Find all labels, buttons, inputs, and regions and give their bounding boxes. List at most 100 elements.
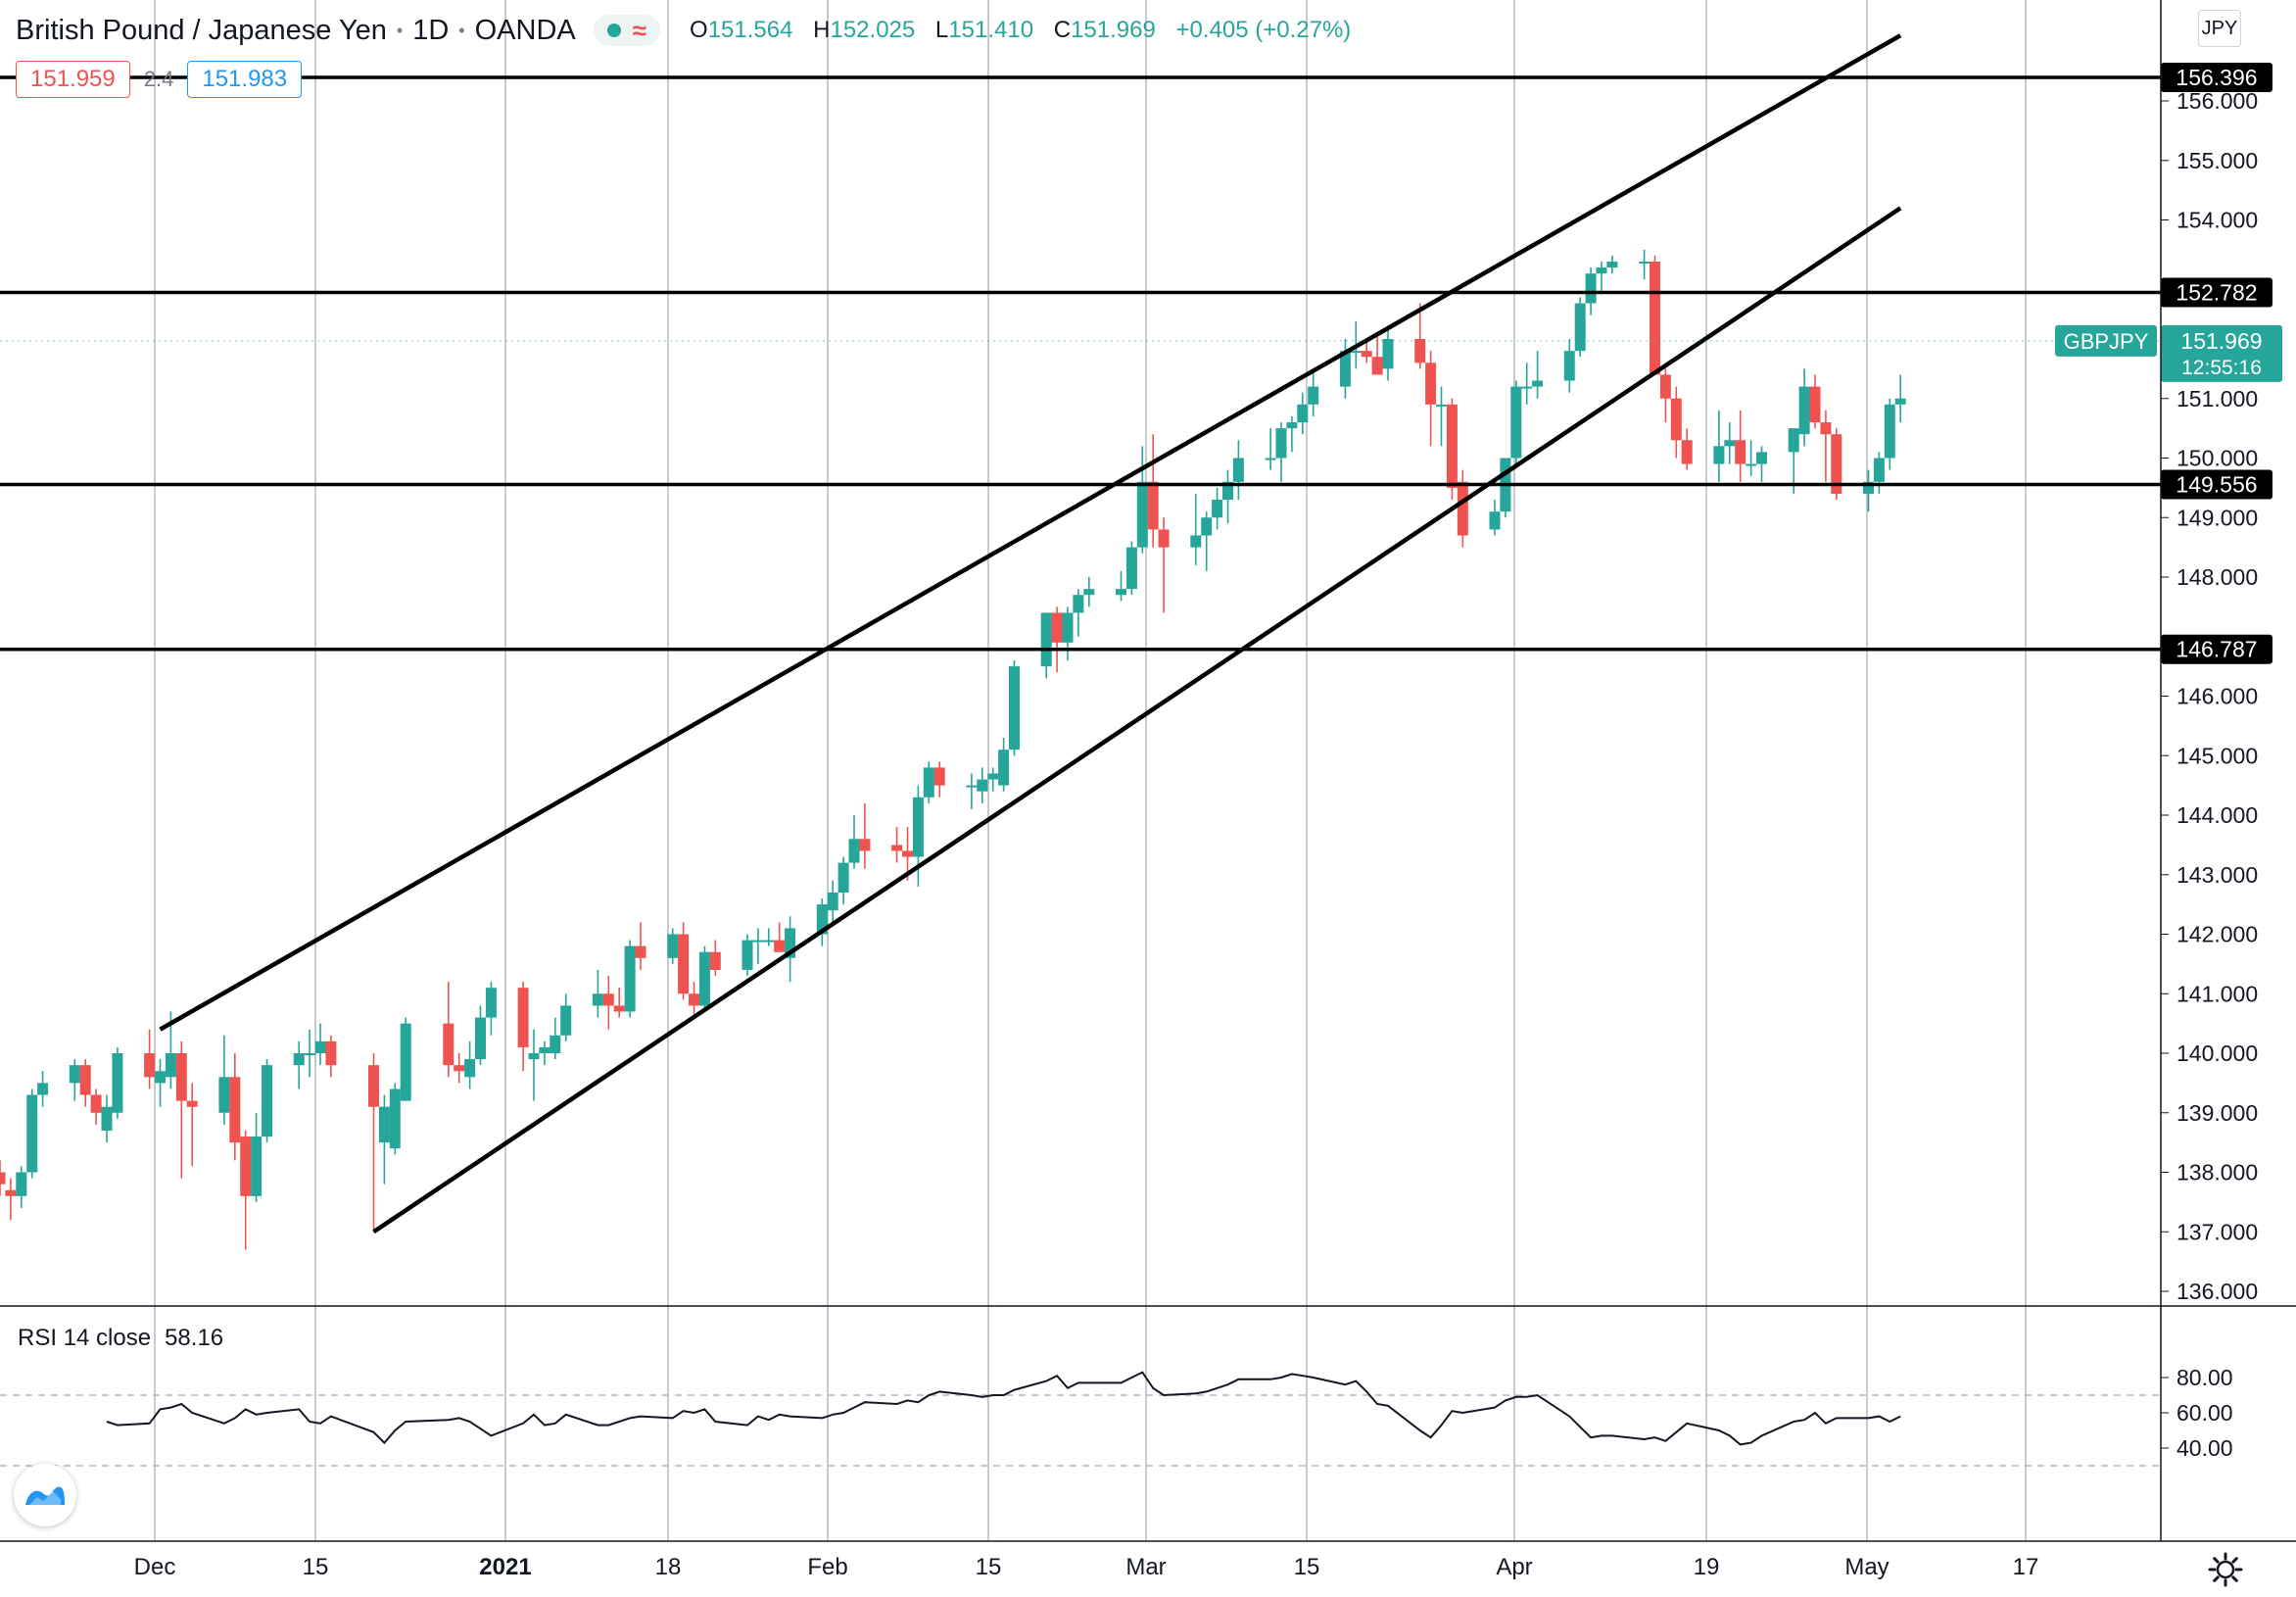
low-label: L <box>934 17 949 43</box>
candle-body <box>368 1065 379 1107</box>
candle-body <box>966 785 978 788</box>
candle-body <box>155 1071 166 1084</box>
candle-body <box>1809 386 1821 423</box>
candle-body <box>1350 351 1362 354</box>
candle-body <box>26 1094 38 1173</box>
high-label: H <box>813 17 831 43</box>
date-tick-label: 15 <box>303 1554 329 1580</box>
candle-body <box>1831 434 1842 494</box>
sell-button[interactable]: 151.959 <box>16 61 130 98</box>
candle-body <box>741 940 753 970</box>
candle-body <box>1788 428 1799 453</box>
close-label: C <box>1053 17 1072 43</box>
candle-body <box>1147 481 1159 530</box>
axes <box>0 0 2296 1542</box>
hline-price-label: 152.782 <box>2176 279 2257 305</box>
candle-body <box>1436 404 1447 407</box>
candle-body <box>902 850 913 857</box>
interval[interactable]: 1D <box>412 14 450 46</box>
candle-body <box>186 1100 198 1107</box>
candle-body <box>293 1053 305 1066</box>
candle-body <box>1083 589 1095 596</box>
candle-body <box>550 1035 561 1053</box>
candle-body <box>1746 463 1757 466</box>
candle-body <box>1371 357 1383 375</box>
candle-body <box>1201 517 1213 536</box>
price-tick-label: 156.000 <box>2176 88 2258 114</box>
price-tick-label: 136.000 <box>2176 1279 2258 1304</box>
rsi-tick-label: 40.00 <box>2176 1435 2233 1461</box>
buy-button[interactable]: 151.983 <box>187 61 303 98</box>
trendlines[interactable] <box>159 33 1902 1234</box>
price-tick-label: 148.000 <box>2176 564 2258 590</box>
rsi-legend[interactable]: RSI 14 close 58.16 <box>18 1325 223 1352</box>
candle-body <box>0 1172 6 1185</box>
trendline[interactable] <box>372 206 1902 1234</box>
date-tick-label: May <box>1844 1554 1889 1580</box>
rsi-plot <box>106 1371 1901 1446</box>
candle-body <box>240 1137 252 1196</box>
price-tick-label: 140.000 <box>2176 1040 2258 1066</box>
symbol-name[interactable]: British Pound / Japanese Yen <box>16 14 387 46</box>
trendline[interactable] <box>159 33 1902 1032</box>
candle-body <box>977 779 988 792</box>
candle-body <box>1190 535 1202 548</box>
price-tick-label: 138.000 <box>2176 1160 2258 1186</box>
candle-body <box>1265 458 1276 460</box>
candle-body <box>624 945 636 1012</box>
tradingview-logo-icon[interactable] <box>14 1464 76 1526</box>
candle-body <box>816 904 828 935</box>
symbol-tag-bg <box>2055 324 2157 357</box>
candle-body <box>251 1137 263 1196</box>
status-pill[interactable]: ≈ <box>593 15 661 46</box>
candle-body <box>1585 273 1597 304</box>
rsi-tick-label: 60.00 <box>2176 1400 2233 1426</box>
candle-body <box>325 1040 337 1066</box>
candle-body <box>912 797 924 857</box>
change-value: +0.405 (+0.27%) <box>1175 17 1352 43</box>
candle-body <box>1894 398 1906 405</box>
candle-body <box>1040 612 1052 667</box>
date-tick-label: 15 <box>976 1554 1002 1580</box>
date-tick-label: Feb <box>807 1554 847 1580</box>
open-value: 151.564 <box>707 17 793 43</box>
date-tick-label: 18 <box>655 1554 682 1580</box>
settings-gear-icon[interactable] <box>2206 1550 2245 1589</box>
price-tick-label: 150.000 <box>2176 446 2258 471</box>
candle-body <box>774 940 786 952</box>
candle-body <box>304 1053 315 1055</box>
candle-body <box>1382 339 1394 369</box>
candle-body <box>528 1053 540 1060</box>
candle-body <box>923 767 934 798</box>
candle-body <box>101 1106 113 1131</box>
date-tick-label: Apr <box>1496 1554 1532 1580</box>
candle-body <box>848 839 860 863</box>
candle-body <box>698 951 710 1006</box>
price-tick-label: 141.000 <box>2176 981 2258 1006</box>
candle-body <box>1125 547 1137 590</box>
last-price-tag-bg <box>2161 324 2282 382</box>
chart-header: British Pound / Japanese Yen • 1D • OAND… <box>16 14 1351 47</box>
candle-body <box>79 1065 91 1095</box>
candle-body <box>37 1083 49 1095</box>
horizontal-lines[interactable]: 156.396 152.782 149.556 146.787 GBPJPY 151.96… <box>0 62 2282 664</box>
candle-body <box>613 1005 625 1012</box>
date-tick-label: 17 <box>2013 1554 2039 1580</box>
candle-body <box>859 839 871 851</box>
candle-body <box>1062 612 1074 643</box>
price-tick-label: 142.000 <box>2176 922 2258 947</box>
candles <box>0 249 1906 1250</box>
candle-body <box>454 1065 465 1072</box>
exchange: OANDA <box>474 14 576 46</box>
price-tick-label: 139.000 <box>2176 1100 2258 1126</box>
currency-button[interactable]: JPY <box>2198 10 2241 47</box>
candle-body <box>218 1077 230 1113</box>
candle-body <box>314 1040 326 1053</box>
candle-body <box>635 945 646 958</box>
axis-labels: 136.000 137.000 138.000 139.000 140.000 141.0… <box>134 88 2258 1580</box>
last-price-value: 151.969 <box>2180 328 2262 354</box>
candle-body <box>464 1059 476 1078</box>
ohlc-values: O151.564 H152.025 L151.410 C151.969 +0.4… <box>690 17 1351 44</box>
candle-body <box>1073 595 1084 613</box>
